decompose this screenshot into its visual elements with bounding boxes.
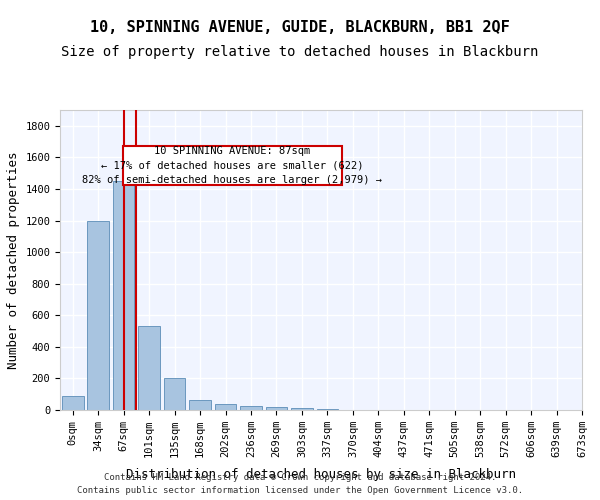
X-axis label: Distribution of detached houses by size in Blackburn: Distribution of detached houses by size … [126,468,516,481]
FancyBboxPatch shape [122,146,342,185]
Bar [88,220,109,410]
Text: 10, SPINNING AVENUE, GUIDE, BLACKBURN, BB1 2QF: 10, SPINNING AVENUE, GUIDE, BLACKBURN, B… [90,20,510,35]
Text: Size of property relative to detached houses in Blackburn: Size of property relative to detached ho… [61,45,539,59]
Bar [62,396,83,410]
Y-axis label: Number of detached properties: Number of detached properties [7,151,20,369]
Bar [240,406,262,410]
Bar [317,409,338,410]
Bar [291,408,313,410]
Bar [189,400,211,410]
Bar [266,407,287,410]
Bar [139,326,160,410]
Text: 10 SPINNING AVENUE: 87sqm
← 17% of detached houses are smaller (622)
82% of semi: 10 SPINNING AVENUE: 87sqm ← 17% of detac… [82,146,382,186]
Bar [164,378,185,410]
Text: Contains HM Land Registry data © Crown copyright and database right 2024.
Contai: Contains HM Land Registry data © Crown c… [77,474,523,495]
Bar [215,404,236,410]
Bar [113,181,134,410]
